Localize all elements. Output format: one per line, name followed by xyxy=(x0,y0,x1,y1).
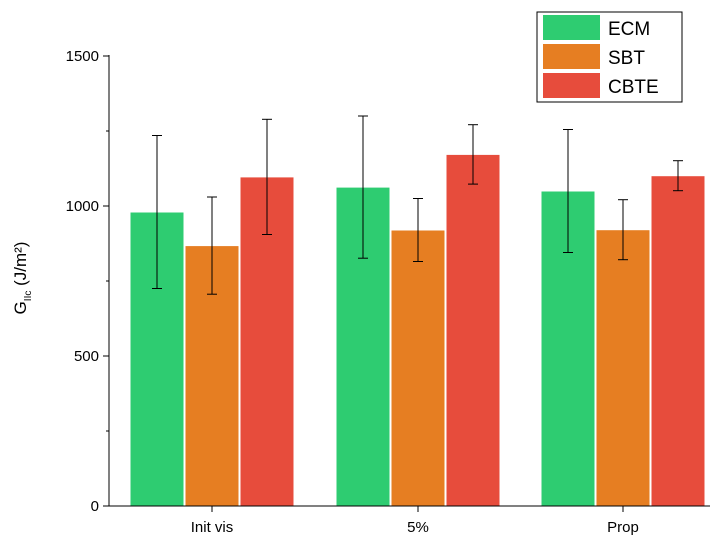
bar-sbt-2 xyxy=(390,229,446,507)
error-bar-cbte-3 xyxy=(673,160,683,192)
y-axis: 0 500 1000 1500 GIIc (J/m²) xyxy=(11,48,110,515)
bar-group xyxy=(129,153,706,507)
error-bar-group xyxy=(152,115,683,295)
legend-item-sbt: SBT xyxy=(543,44,645,69)
legend-item-cbte: CBTE xyxy=(543,73,659,98)
y-tick-label: 1000 xyxy=(66,198,99,215)
legend-item-ecm: ECM xyxy=(543,15,650,40)
x-tick-label: Init vis xyxy=(191,519,234,536)
legend-label: ECM xyxy=(608,19,650,40)
error-bar-cbte-1 xyxy=(262,118,272,235)
y-axis-title: GIIc (J/m²) xyxy=(11,242,34,315)
error-bar-sbt-1 xyxy=(207,196,217,295)
x-tick-label: Prop xyxy=(607,519,639,536)
error-bar-ecm-2 xyxy=(358,115,368,259)
y-axis-title-subscript: IIc xyxy=(23,291,34,302)
bar-sbt-3 xyxy=(595,229,651,507)
bar-cbte-2 xyxy=(445,153,501,507)
legend: ECM SBT CBTE xyxy=(536,11,683,103)
legend-swatch xyxy=(543,73,600,98)
error-bar-sbt-2 xyxy=(413,198,423,262)
legend-items: ECM SBT CBTE xyxy=(543,15,659,98)
y-ticks: 0 500 1000 1500 xyxy=(66,48,109,515)
plot-area xyxy=(129,115,706,507)
y-tick-label: 500 xyxy=(74,348,99,365)
bar-cbte-3 xyxy=(650,175,706,507)
legend-label: CBTE xyxy=(608,77,659,98)
legend-label: SBT xyxy=(608,48,645,69)
legend-swatch xyxy=(543,15,600,40)
y-axis-title-main: G xyxy=(11,301,30,314)
y-axis-title-unit: (J/m²) xyxy=(11,242,30,291)
y-tick-label: 0 xyxy=(91,498,99,515)
x-ticks: Init vis 5% Prop xyxy=(191,506,639,536)
error-bar-cbte-2 xyxy=(468,124,478,185)
x-axis: Init vis 5% Prop xyxy=(109,505,710,536)
error-bar-ecm-3 xyxy=(563,129,573,253)
legend-swatch xyxy=(543,44,600,69)
x-tick-label: 5% xyxy=(407,519,429,536)
y-tick-label: 1500 xyxy=(66,48,99,65)
error-bar-ecm-1 xyxy=(152,135,162,289)
error-bar-sbt-3 xyxy=(618,199,628,261)
